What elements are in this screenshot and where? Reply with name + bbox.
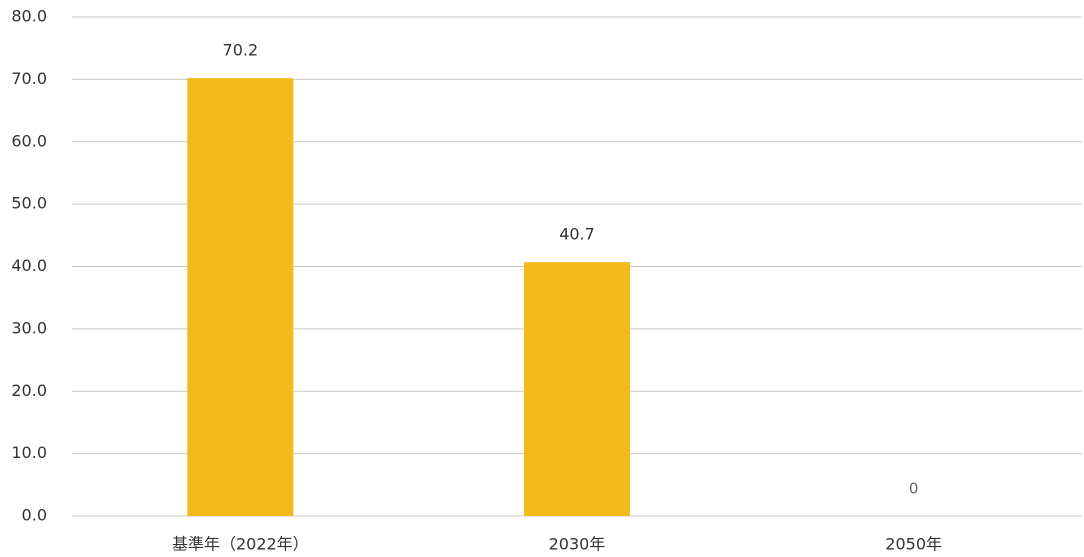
y-tick-label: 10.0	[11, 443, 47, 462]
bar	[524, 262, 630, 516]
value-label: 40.7	[559, 225, 595, 244]
y-tick-label: 20.0	[11, 381, 47, 400]
y-tick-label: 60.0	[11, 131, 47, 150]
y-tick-label: 30.0	[11, 318, 47, 337]
y-tick-label: 50.0	[11, 194, 47, 213]
y-tick-label: 70.0	[11, 69, 47, 88]
x-tick-label: 2030年	[549, 535, 606, 554]
bar	[187, 78, 294, 516]
y-tick-label: 80.0	[11, 7, 47, 26]
value-label: 0	[909, 480, 919, 498]
x-tick-label: 基準年（2022年）	[172, 535, 309, 554]
x-tick-label: 2050年	[885, 535, 942, 554]
y-tick-label: 0.0	[22, 506, 47, 525]
value-label: 70.2	[223, 41, 259, 60]
y-tick-label: 40.0	[11, 256, 47, 275]
